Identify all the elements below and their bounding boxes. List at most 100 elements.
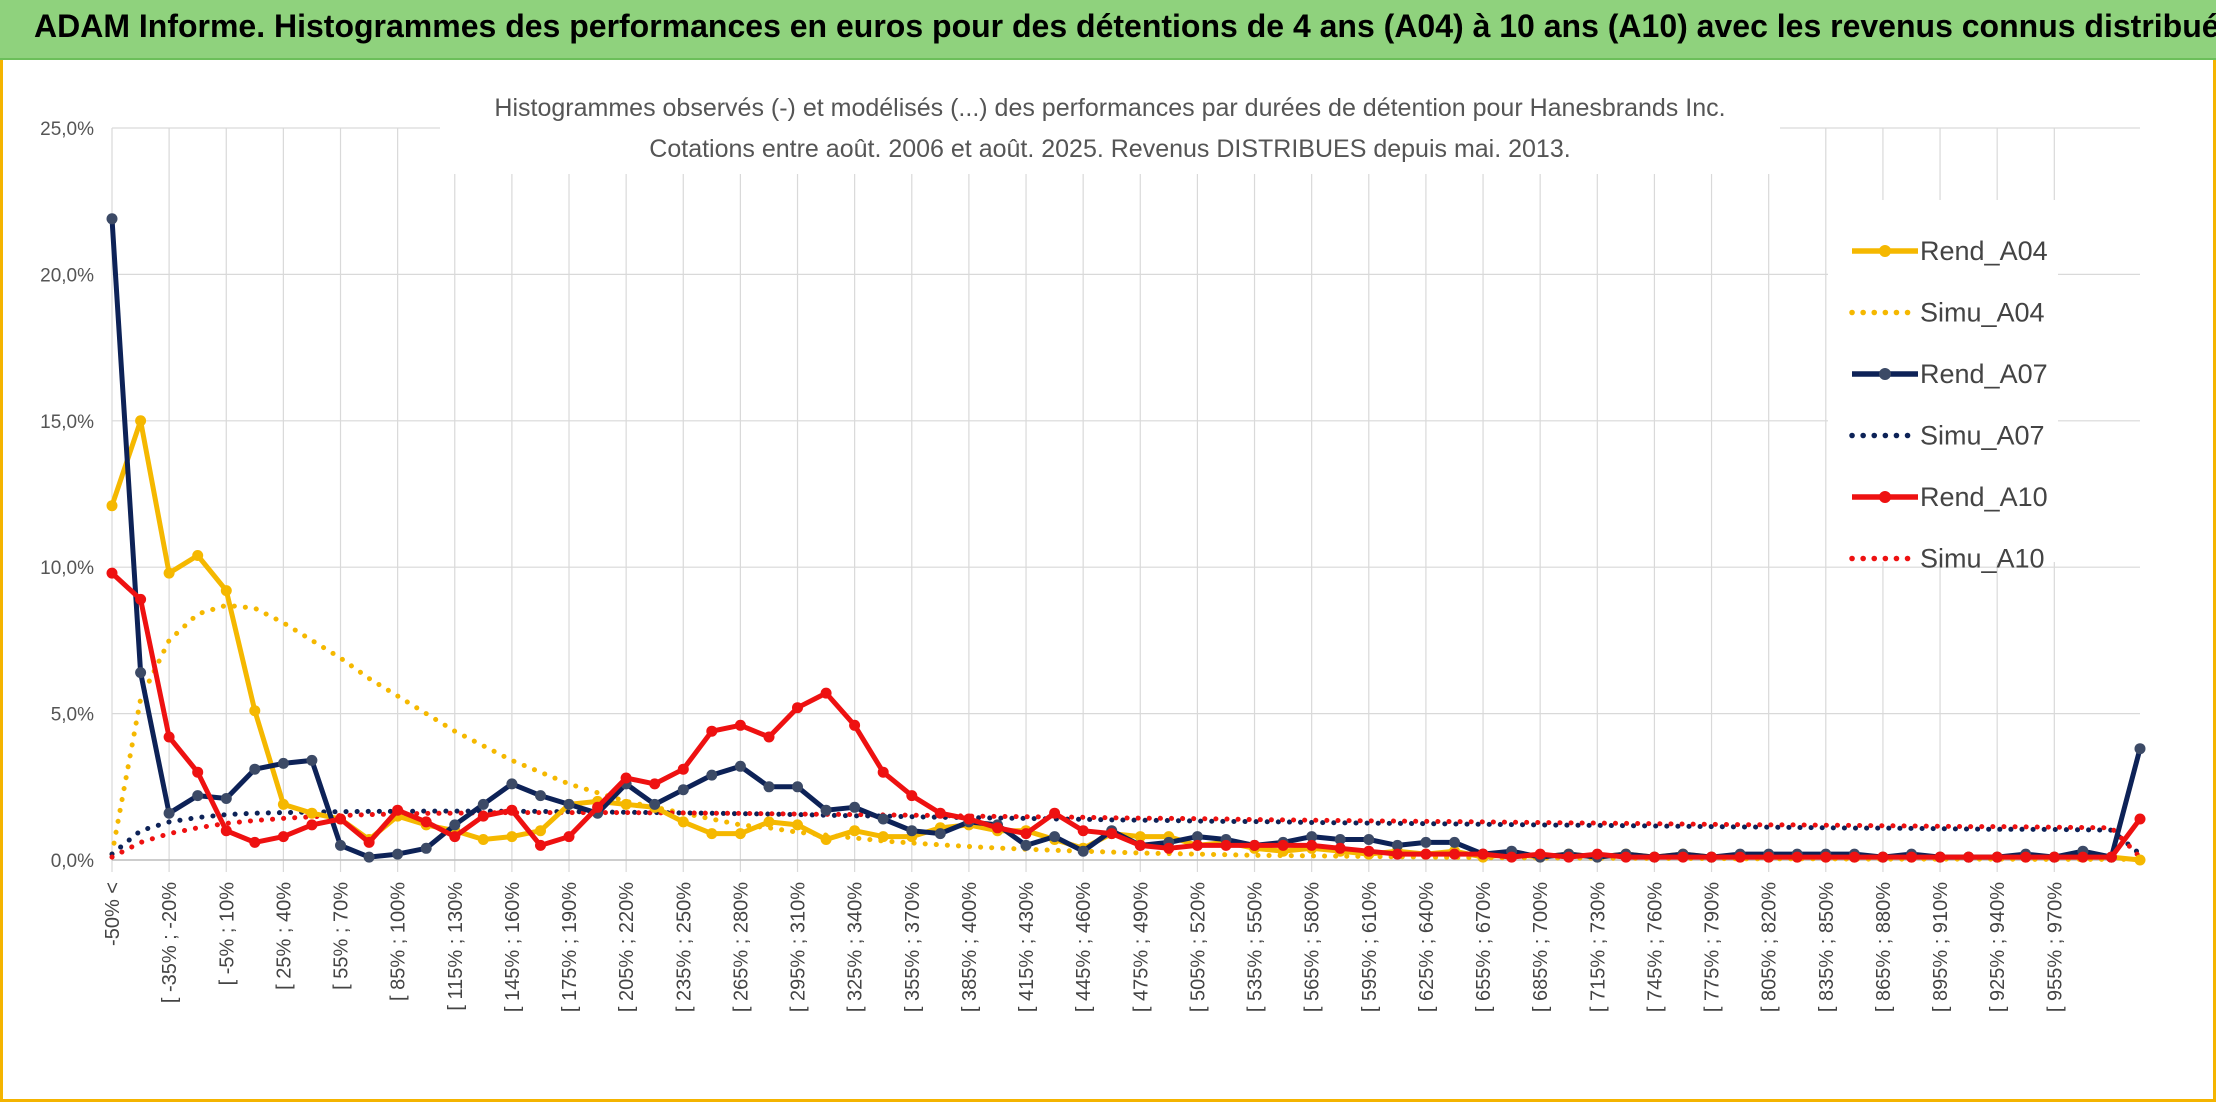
data-point bbox=[792, 702, 803, 714]
x-tick-label: [ 925% ; 940% bbox=[1987, 882, 2009, 1012]
data-point bbox=[877, 766, 889, 778]
data-point bbox=[734, 828, 746, 840]
data-point bbox=[563, 831, 575, 843]
y-tick-label: 25,0% bbox=[40, 119, 94, 140]
data-point bbox=[277, 757, 289, 769]
data-point bbox=[649, 798, 661, 810]
y-tick-label: 10,0% bbox=[40, 558, 94, 579]
data-point bbox=[106, 500, 118, 512]
data-point bbox=[963, 813, 975, 825]
data-point bbox=[249, 705, 261, 717]
x-tick-label: [ 295% ; 310% bbox=[788, 882, 810, 1012]
data-point bbox=[1563, 851, 1575, 863]
data-point bbox=[449, 819, 461, 831]
chart-subtitle: Cotations entre août. 2006 et août. 2025… bbox=[649, 135, 1570, 163]
data-point bbox=[135, 667, 147, 679]
data-point bbox=[249, 836, 261, 848]
y-tick-label: 0,0% bbox=[51, 851, 94, 872]
data-point bbox=[2134, 813, 2146, 825]
data-point bbox=[420, 816, 432, 828]
x-tick-label: [ 115% ; 130% bbox=[445, 882, 467, 1011]
legend-box bbox=[1828, 200, 2058, 562]
data-point bbox=[1363, 845, 1375, 857]
data-point bbox=[1477, 848, 1489, 860]
series-rend-a10 bbox=[106, 567, 2146, 863]
data-point bbox=[1706, 851, 1717, 863]
legend-label: Rend_A07 bbox=[1920, 359, 2048, 389]
data-point bbox=[1363, 834, 1375, 845]
data-point bbox=[1449, 848, 1460, 860]
data-point bbox=[335, 839, 346, 851]
data-point bbox=[1791, 851, 1803, 863]
data-point bbox=[506, 804, 518, 816]
legend-marker bbox=[1879, 368, 1891, 380]
x-tick-label: [ 505% ; 520% bbox=[1187, 882, 1209, 1012]
data-point bbox=[1334, 842, 1346, 854]
data-point bbox=[877, 813, 889, 825]
y-tick-label: 15,0% bbox=[40, 412, 94, 433]
data-point bbox=[1848, 851, 1860, 863]
x-tick-label: [ 445% ; 460% bbox=[1073, 882, 1095, 1012]
data-point bbox=[1963, 851, 1975, 863]
legend-item: Rend_A04 bbox=[1852, 236, 2048, 266]
data-point bbox=[849, 719, 861, 731]
chart-legend: Rend_A04 Simu_A04 Rend_A07 Simu_A07 Rend_A10… bbox=[1828, 200, 2058, 574]
report-title: ADAM Informe. Histogrammes des performan… bbox=[34, 8, 2216, 44]
data-point bbox=[1306, 839, 1318, 851]
y-axis-ticks: 0,0% 5,0% 10,0% 15,0% 20,0% 25,0% bbox=[40, 119, 94, 872]
data-point bbox=[1506, 851, 1518, 863]
x-tick-label: -50% < bbox=[102, 882, 124, 946]
data-point bbox=[620, 772, 632, 784]
x-tick-label: [ 325% ; 340% bbox=[845, 882, 867, 1012]
data-point bbox=[1734, 851, 1746, 863]
data-point bbox=[820, 804, 832, 816]
legend-item: Rend_A07 bbox=[1852, 359, 2048, 389]
legend-item: Simu_A07 bbox=[1849, 421, 2045, 451]
data-point bbox=[1049, 807, 1061, 819]
y-tick-label: 5,0% bbox=[51, 705, 94, 726]
data-point bbox=[563, 798, 575, 810]
x-axis-ticks: -50% < [ -35% ; -20% [ -5% ; 10% [ 25% ; 40… bbox=[102, 882, 2066, 1012]
x-tick-label: [ 55% ; 70% bbox=[331, 882, 353, 990]
data-point bbox=[677, 763, 689, 775]
x-tick-label: [ 205% ; 220% bbox=[616, 882, 638, 1012]
data-point bbox=[1648, 851, 1660, 863]
data-point bbox=[1220, 839, 1232, 851]
x-tick-label: [ 895% ; 910% bbox=[1930, 882, 1952, 1012]
data-point bbox=[706, 828, 718, 840]
legend-item: Rend_A10 bbox=[1852, 482, 2048, 512]
data-point bbox=[392, 848, 404, 860]
report-banner: ADAM Informe. Histogrammes des performan… bbox=[0, 0, 2216, 60]
data-point bbox=[220, 585, 232, 597]
data-point bbox=[1420, 836, 1432, 848]
data-point bbox=[792, 781, 803, 793]
data-point bbox=[1249, 839, 1260, 851]
data-point bbox=[992, 822, 1003, 834]
data-point bbox=[1077, 825, 1089, 837]
data-point bbox=[1163, 842, 1175, 854]
data-point bbox=[220, 793, 232, 804]
x-tick-label: [ 475% ; 490% bbox=[1130, 882, 1152, 1012]
data-point bbox=[192, 550, 204, 561]
data-point bbox=[1534, 848, 1546, 860]
data-point bbox=[135, 593, 147, 605]
data-point bbox=[535, 839, 546, 851]
data-point bbox=[1420, 848, 1432, 860]
x-tick-label: [ 655% ; 670% bbox=[1473, 882, 1495, 1012]
data-point bbox=[1020, 828, 1032, 840]
data-point bbox=[763, 816, 775, 828]
series-line bbox=[109, 810, 2143, 860]
x-tick-label: [ 685% ; 700% bbox=[1530, 882, 1552, 1012]
x-tick-label: [ 865% ; 880% bbox=[1873, 882, 1895, 1012]
data-point bbox=[1334, 834, 1346, 845]
data-point bbox=[849, 801, 861, 813]
data-point bbox=[1591, 848, 1603, 860]
data-point bbox=[706, 769, 718, 781]
data-point bbox=[1820, 851, 1832, 863]
legend-item: Simu_A10 bbox=[1849, 544, 2045, 574]
data-point bbox=[820, 687, 832, 699]
data-point bbox=[620, 798, 632, 810]
data-point bbox=[792, 819, 803, 831]
x-tick-label: [ 85% ; 100% bbox=[388, 882, 410, 1001]
